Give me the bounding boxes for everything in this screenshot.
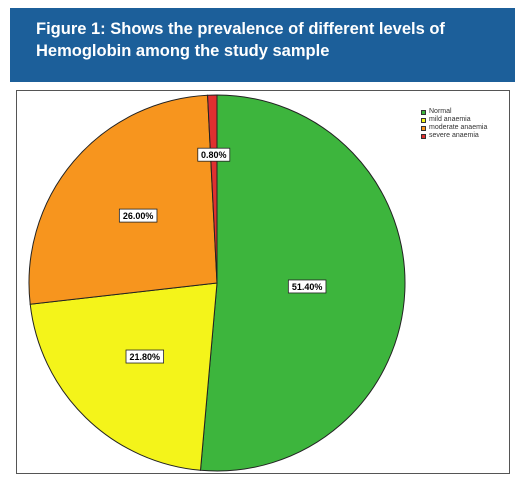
data-label-mild-anaemia: 21.80% — [125, 349, 165, 364]
pie-chart: 51.40% 21.80% 26.00% 0.80% — [28, 94, 406, 472]
legend-swatch — [421, 117, 426, 123]
legend-label: Normal — [429, 108, 452, 115]
legend-label: mild anaemia — [429, 116, 471, 123]
svg-text:26.00%: 26.00% — [123, 211, 154, 221]
pie-slice-mild-anaemia — [29, 282, 218, 471]
figure-title: Figure 1: Shows the prevalence of differ… — [10, 8, 515, 82]
svg-text:21.80%: 21.80% — [130, 352, 161, 362]
legend-swatch — [421, 133, 426, 139]
legend-item-moderate-anaemia: moderate anaemia — [421, 124, 487, 132]
data-label-severe-anaemia: 0.80% — [197, 147, 231, 162]
data-label-normal: 51.40% — [287, 279, 327, 294]
pie-slice-severe-anaemia — [207, 94, 218, 284]
data-label-moderate-anaemia: 26.00% — [118, 208, 158, 223]
legend-item-severe-anaemia: severe anaemia — [421, 132, 487, 140]
legend-swatch — [421, 109, 426, 115]
plot-area: 51.40% 21.80% 26.00% 0.80% Normal mild anaem… — [16, 90, 510, 474]
legend-label: moderate anaemia — [429, 124, 488, 131]
cut-off-caption — [10, 470, 515, 483]
chart-legend: Normal mild anaemia moderate anaemia severe… — [421, 108, 487, 140]
legend-item-normal: Normal — [421, 108, 487, 116]
legend-label: severe anaemia — [429, 132, 479, 139]
figure-title-line-2: Hemoglobin among the study sample — [36, 42, 330, 60]
svg-text:51.40%: 51.40% — [292, 282, 323, 292]
pie-slice-moderate-anaemia — [28, 94, 218, 305]
legend-item-mild-anaemia: mild anaemia — [421, 116, 487, 124]
legend-swatch — [421, 125, 426, 131]
svg-text:0.80%: 0.80% — [201, 150, 227, 160]
figure-title-line-1: Figure 1: Shows the prevalence of differ… — [36, 20, 445, 38]
